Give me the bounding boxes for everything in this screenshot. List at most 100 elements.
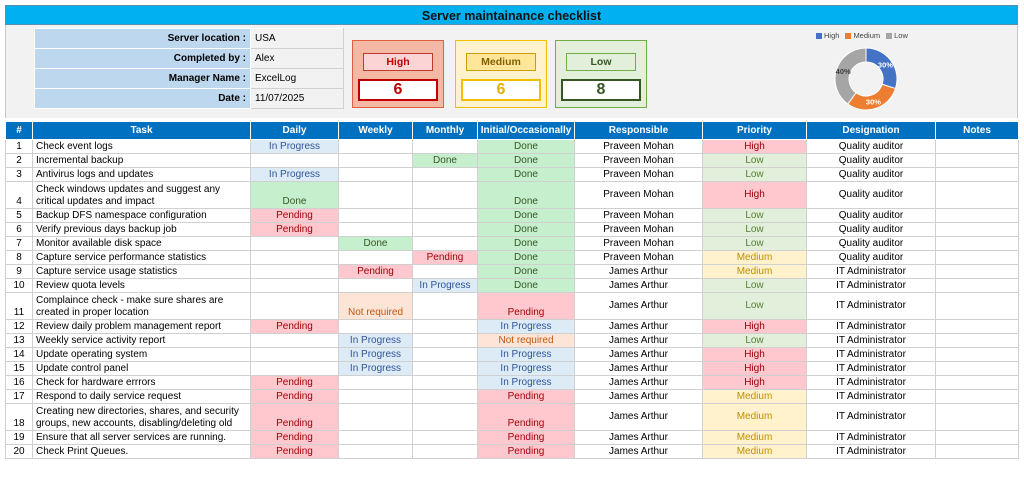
priority-cell[interactable]: High [702, 375, 807, 390]
task-cell[interactable]: Check windows updates and suggest any cr… [32, 181, 251, 209]
priority-cell[interactable]: Low [702, 236, 807, 251]
weekly-status[interactable] [338, 403, 413, 431]
monthly-status[interactable] [412, 236, 478, 251]
daily-status[interactable] [250, 278, 339, 293]
priority-cell[interactable]: High [702, 181, 807, 209]
priority-cell[interactable]: Low [702, 278, 807, 293]
daily-status[interactable] [250, 264, 339, 279]
daily-status[interactable] [250, 333, 339, 348]
initial-status[interactable]: Done [477, 222, 575, 237]
task-cell[interactable]: Check for hardware errrors [32, 375, 251, 390]
info-value-location[interactable]: USA [250, 28, 344, 49]
daily-status[interactable]: Pending [250, 430, 339, 445]
task-cell[interactable]: Complaince check - make sure shares are … [32, 292, 251, 320]
monthly-status[interactable] [412, 375, 478, 390]
daily-status[interactable]: In Progress [250, 139, 339, 154]
row-number[interactable]: 2 [5, 153, 33, 168]
weekly-status[interactable]: Done [338, 236, 413, 251]
weekly-status[interactable] [338, 389, 413, 404]
notes-cell[interactable] [935, 430, 1019, 445]
task-cell[interactable]: Weekly service activity report [32, 333, 251, 348]
column-header[interactable]: # [5, 121, 33, 140]
daily-status[interactable] [250, 153, 339, 168]
designation-cell[interactable]: Quality auditor [806, 222, 936, 237]
column-header[interactable]: Task [32, 121, 251, 140]
initial-status[interactable]: In Progress [477, 375, 575, 390]
designation-cell[interactable]: Quality auditor [806, 208, 936, 223]
weekly-status[interactable]: In Progress [338, 347, 413, 362]
task-cell[interactable]: Backup DFS namespace configuration [32, 208, 251, 223]
weekly-status[interactable] [338, 444, 413, 459]
monthly-status[interactable] [412, 319, 478, 334]
responsible-cell[interactable]: James Arthur [574, 375, 703, 390]
daily-status[interactable]: Done [250, 181, 339, 209]
row-number[interactable]: 10 [5, 278, 33, 293]
priority-cell[interactable]: Low [702, 167, 807, 182]
notes-cell[interactable] [935, 389, 1019, 404]
designation-cell[interactable]: IT Administrator [806, 292, 936, 320]
monthly-status[interactable] [412, 139, 478, 154]
weekly-status[interactable]: Pending [338, 264, 413, 279]
designation-cell[interactable]: Quality auditor [806, 181, 936, 209]
daily-status[interactable] [250, 347, 339, 362]
daily-status[interactable] [250, 250, 339, 265]
monthly-status[interactable] [412, 430, 478, 445]
responsible-cell[interactable]: James Arthur [574, 430, 703, 445]
weekly-status[interactable] [338, 278, 413, 293]
initial-status[interactable]: Done [477, 264, 575, 279]
info-value-date[interactable]: 11/07/2025 [250, 88, 344, 109]
monthly-status[interactable] [412, 333, 478, 348]
initial-status[interactable]: Done [477, 250, 575, 265]
daily-status[interactable]: In Progress [250, 167, 339, 182]
initial-status[interactable]: Done [477, 167, 575, 182]
initial-status[interactable]: Pending [477, 403, 575, 431]
responsible-cell[interactable]: James Arthur [574, 278, 703, 293]
notes-cell[interactable] [935, 347, 1019, 362]
priority-cell[interactable]: Low [702, 333, 807, 348]
notes-cell[interactable] [935, 250, 1019, 265]
initial-status[interactable]: Done [477, 153, 575, 168]
initial-status[interactable]: Done [477, 208, 575, 223]
row-number[interactable]: 3 [5, 167, 33, 182]
notes-cell[interactable] [935, 403, 1019, 431]
task-cell[interactable]: Antivirus logs and updates [32, 167, 251, 182]
responsible-cell[interactable]: Praveen Mohan [574, 208, 703, 223]
initial-status[interactable]: In Progress [477, 361, 575, 376]
daily-status[interactable] [250, 236, 339, 251]
designation-cell[interactable]: IT Administrator [806, 375, 936, 390]
designation-cell[interactable]: IT Administrator [806, 319, 936, 334]
designation-cell[interactable]: IT Administrator [806, 444, 936, 459]
daily-status[interactable]: Pending [250, 403, 339, 431]
task-cell[interactable]: Update control panel [32, 361, 251, 376]
notes-cell[interactable] [935, 278, 1019, 293]
monthly-status[interactable] [412, 403, 478, 431]
notes-cell[interactable] [935, 153, 1019, 168]
priority-cell[interactable]: High [702, 347, 807, 362]
priority-cell[interactable]: High [702, 319, 807, 334]
responsible-cell[interactable]: James Arthur [574, 361, 703, 376]
notes-cell[interactable] [935, 208, 1019, 223]
initial-status[interactable]: Not required [477, 333, 575, 348]
initial-status[interactable]: Done [477, 139, 575, 154]
monthly-status[interactable]: Pending [412, 250, 478, 265]
notes-cell[interactable] [935, 375, 1019, 390]
row-number[interactable]: 15 [5, 361, 33, 376]
monthly-status[interactable]: In Progress [412, 278, 478, 293]
daily-status[interactable] [250, 361, 339, 376]
priority-cell[interactable]: Low [702, 153, 807, 168]
priority-cell[interactable]: Medium [702, 250, 807, 265]
daily-status[interactable]: Pending [250, 222, 339, 237]
row-number[interactable]: 11 [5, 292, 33, 320]
priority-cell[interactable]: Medium [702, 444, 807, 459]
weekly-status[interactable] [338, 153, 413, 168]
row-number[interactable]: 13 [5, 333, 33, 348]
row-number[interactable]: 17 [5, 389, 33, 404]
designation-cell[interactable]: IT Administrator [806, 278, 936, 293]
column-header[interactable]: Daily [250, 121, 339, 140]
responsible-cell[interactable]: James Arthur [574, 403, 703, 431]
weekly-status[interactable] [338, 319, 413, 334]
priority-cell[interactable]: High [702, 361, 807, 376]
responsible-cell[interactable]: Praveen Mohan [574, 250, 703, 265]
designation-cell[interactable]: Quality auditor [806, 250, 936, 265]
designation-cell[interactable]: Quality auditor [806, 167, 936, 182]
